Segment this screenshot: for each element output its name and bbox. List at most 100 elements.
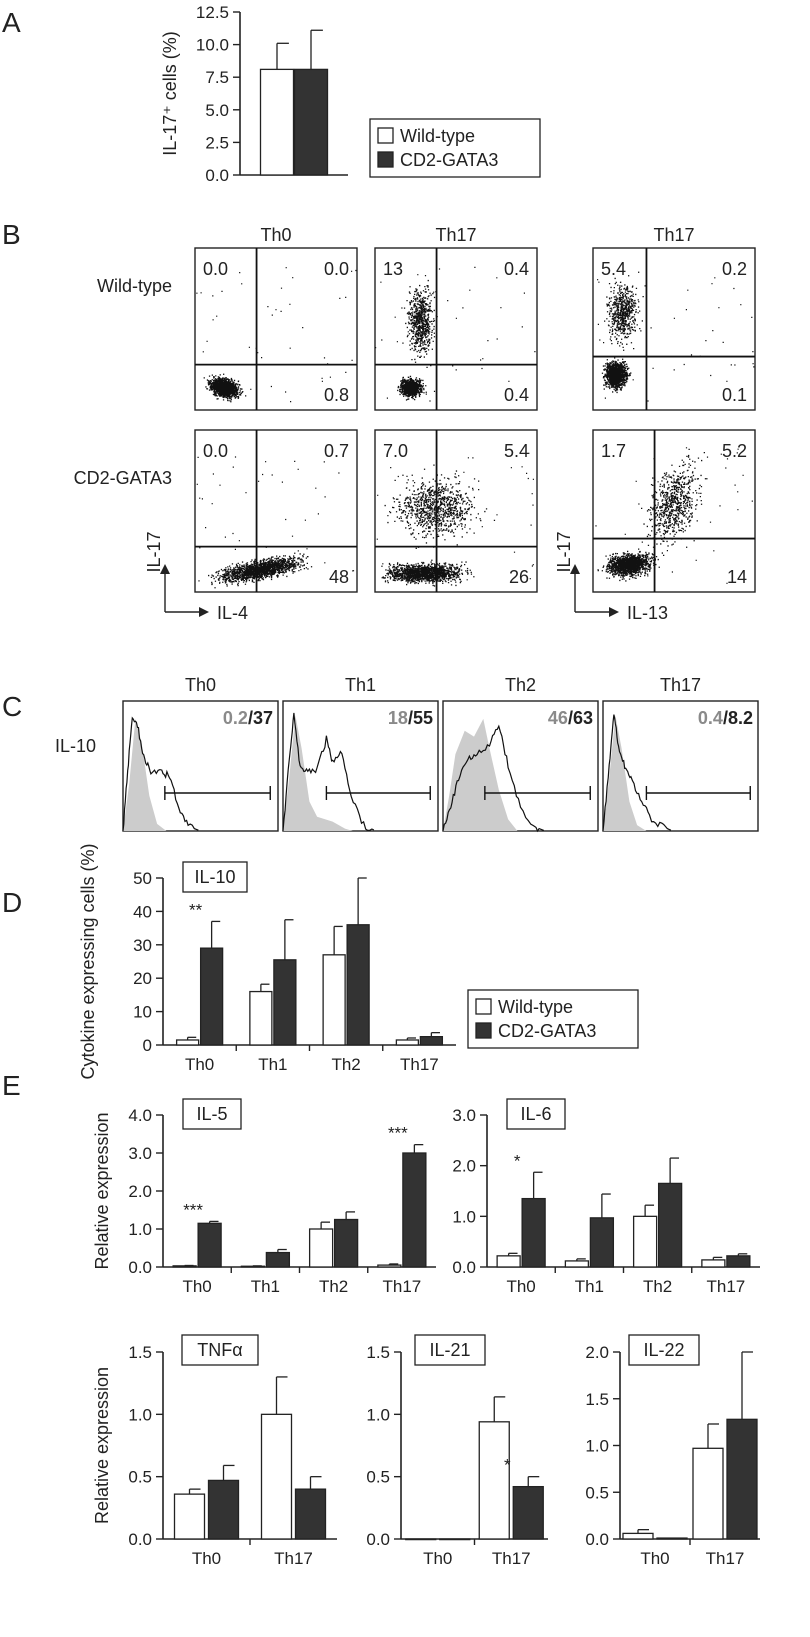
column-title: Th17 — [435, 225, 476, 245]
isotype-histogram — [603, 715, 647, 831]
bar-cd2-gata3 — [197, 1222, 222, 1268]
histogram-plot: Th0 0.2/37 — [122, 675, 279, 832]
category-label: Th17 — [400, 1055, 439, 1074]
x-arrowhead — [609, 607, 619, 617]
y-tick-label: 20 — [133, 969, 152, 988]
y-tick-label: 2.0 — [128, 1182, 152, 1201]
y-tick-label: 2.0 — [452, 1157, 476, 1176]
histogram-plot: Th17 0.4/8.2 — [602, 675, 759, 832]
category-label: Th0 — [182, 1277, 211, 1296]
quadrant-value-top-right: 5.2 — [722, 441, 747, 461]
flow-plot: 13 0.4 0.4 — [374, 247, 538, 411]
bar-wild-type — [322, 954, 346, 1046]
y-tick-label: 7.5 — [205, 68, 229, 87]
quadrant-value-top-left: 0.0 — [203, 441, 228, 461]
isotype-histogram — [443, 718, 518, 831]
legend-label-wild-type: Wild-type — [498, 997, 573, 1017]
y-tick-label: 40 — [133, 902, 152, 921]
il10-histogram — [442, 724, 545, 833]
y-tick-label: 1.0 — [128, 1405, 152, 1424]
flow-plot: 7.0 5.4 26 — [374, 429, 538, 593]
isotype-histogram — [283, 715, 353, 831]
y-tick-label: 1.0 — [452, 1207, 476, 1226]
chart-e-il5: 0.0 1.0 2.0 3.0 4.0 Th0 Th1 Th2 Th17 *** *** Relati… — [92, 1098, 436, 1296]
percent-separator: / — [248, 708, 253, 728]
significance-marker: *** — [183, 1200, 203, 1219]
bar-cd2-gata3 — [589, 1217, 615, 1268]
bar-cd2-gata3 — [439, 1538, 471, 1541]
percent-wild-type: 0.4 — [698, 708, 723, 728]
y-axis-label: IL-17⁺ cells (%) — [160, 31, 180, 156]
category-label: Th1 — [251, 1277, 280, 1296]
bar-wild-type — [175, 1039, 200, 1046]
bar-wild-type — [260, 1413, 293, 1540]
gene-label-box — [628, 1334, 700, 1366]
il10-histogram — [122, 716, 199, 832]
gene-label-box — [182, 1098, 242, 1130]
percent-cd2-gata3: 37 — [253, 708, 273, 728]
gene-label: IL-21 — [429, 1340, 470, 1360]
quadrant-value-top-left: 7.0 — [383, 441, 408, 461]
bar-wild-type — [622, 1532, 654, 1540]
y-tick-label: 10.0 — [196, 36, 229, 55]
legend-swatch-cd2-gata3 — [475, 1022, 492, 1039]
bar-wild-type — [496, 1255, 521, 1268]
x-axis-label: IL-13 — [627, 603, 668, 623]
y-tick-label: 1.0 — [585, 1437, 609, 1456]
percent-positive: 18/55 — [388, 708, 433, 728]
category-label: Th2 — [331, 1055, 360, 1074]
bar-wild-type — [478, 1421, 510, 1540]
quadrant-value-top-left: 13 — [383, 259, 403, 279]
y-axis-label: Relative expression — [92, 1367, 112, 1524]
panel-letter-a: A — [2, 7, 21, 38]
quadrant-value-bottom-right: 26 — [509, 567, 529, 587]
legend-d: Wild-type CD2-GATA3 — [467, 989, 639, 1049]
category-label: Th2 — [319, 1277, 348, 1296]
chart-e-tnfa: 0.0 0.5 1.0 1.5 Th0 Th17 Relative expression TN… — [92, 1334, 337, 1568]
category-label: Th17 — [706, 1549, 745, 1568]
flow-plot: 0.0 0.0 0.8 — [194, 247, 358, 411]
y-tick-label: 0.0 — [205, 166, 229, 185]
row-label-cd2-gata3: CD2-GATA3 — [74, 468, 172, 488]
category-label: Th0 — [192, 1549, 221, 1568]
y-tick-label: 3.0 — [452, 1106, 476, 1125]
category-label: Th1 — [258, 1055, 287, 1074]
bar-wild-type — [395, 1039, 420, 1046]
legend-label-cd2-gata3: CD2-GATA3 — [498, 1021, 596, 1041]
flow-events — [376, 452, 534, 587]
legend-swatch-wild-type — [475, 998, 492, 1015]
y-arrowhead — [570, 564, 580, 574]
chart-a: 0.0 2.5 5.0 7.5 10.0 12.5 IL-17⁺ cells (%) — [160, 3, 348, 185]
y-tick-label: 3.0 — [128, 1144, 152, 1163]
y-axis-label: Cytokine expressing cells (%) — [78, 843, 98, 1079]
column-title: Th17 — [653, 225, 694, 245]
bar-cd2-gata3 — [402, 1152, 427, 1268]
bar-wild-type — [173, 1493, 206, 1540]
histogram-title: Th0 — [185, 675, 216, 695]
bar-cd2-gata3 — [265, 1251, 291, 1268]
category-label: Th1 — [575, 1277, 604, 1296]
percent-positive: 0.2/37 — [223, 708, 273, 728]
significance-marker: *** — [388, 1124, 408, 1143]
il10-histogram — [282, 712, 375, 832]
flow-events — [196, 456, 355, 589]
bar-cd2-gata3 — [726, 1418, 758, 1540]
x-axis-label: IL-4 — [217, 603, 248, 623]
quadrant-value-top-left: 1.7 — [601, 441, 626, 461]
y-tick-label: 0.5 — [585, 1483, 609, 1502]
flow-plot: 1.7 5.2 14 — [592, 429, 756, 593]
gene-label: IL-22 — [643, 1340, 684, 1360]
gene-label-box — [182, 861, 248, 893]
y-tick-label: 1.0 — [366, 1405, 390, 1424]
quadrant-value-bottom-right: 48 — [329, 567, 349, 587]
significance-marker: * — [504, 1456, 511, 1475]
category-label: Th2 — [643, 1277, 672, 1296]
chart-e-il21: 0.0 0.5 1.0 1.5 Th0 Th17 * IL-21 — [366, 1334, 548, 1568]
panel-b-flow: Th0 Th17 Th17 Wild-type CD2-GATA3 0.0 0.0 0.8 13… — [74, 225, 756, 623]
legend-swatch-cd2-gata3 — [377, 151, 394, 168]
bar-wild-type — [249, 990, 273, 1046]
category-label: Th17 — [492, 1549, 531, 1568]
histogram-title: Th2 — [505, 675, 536, 695]
chart-e-il6: 0.0 1.0 2.0 3.0 Th0 Th1 Th2 Th17 * IL-6 — [452, 1098, 760, 1296]
